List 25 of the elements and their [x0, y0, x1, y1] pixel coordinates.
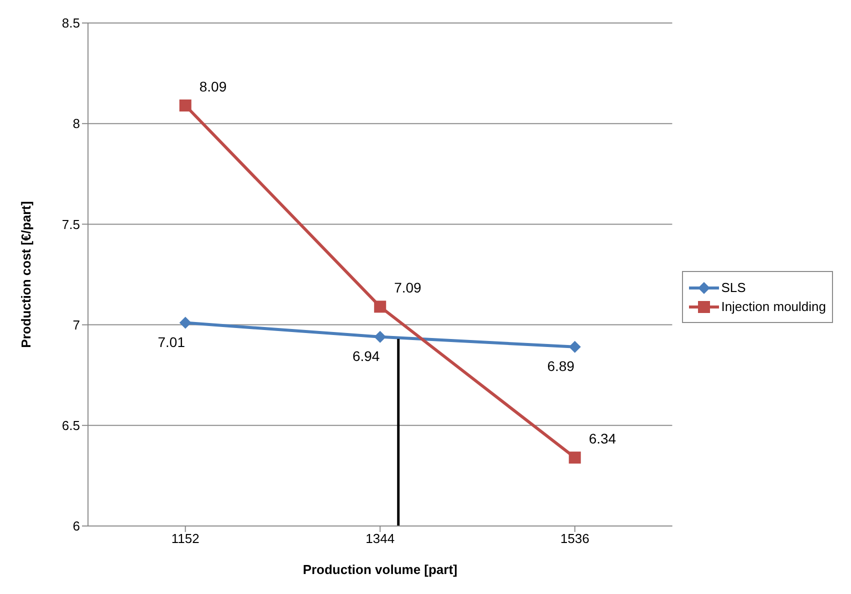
data-label: 6.94 — [352, 348, 380, 364]
data-label: 8.09 — [199, 78, 227, 94]
point — [179, 99, 192, 112]
point — [568, 340, 581, 353]
y-tick-label: 6 — [72, 518, 80, 534]
legend-label: SLS — [721, 280, 746, 295]
data-label: 6.89 — [547, 358, 575, 374]
point — [568, 452, 581, 464]
point — [374, 330, 386, 343]
legend-label: Injection moulding — [721, 299, 826, 314]
data-label: 6.34 — [588, 430, 616, 447]
x-axis-title: Production volume [part] — [302, 562, 458, 577]
x-tick-label: 1344 — [366, 531, 395, 546]
y-tick-label: 8 — [72, 116, 80, 132]
y-axis-title: Production cost [€/part] — [18, 201, 34, 348]
point — [179, 316, 192, 329]
x-tick-label: 1152 — [171, 531, 200, 546]
data-label: 7.09 — [394, 280, 422, 296]
y-tick-label: 8.5 — [62, 16, 80, 31]
x-tick-label: 1536 — [560, 531, 590, 546]
data-label: 7.01 — [158, 334, 186, 350]
y-tick-label: 7.5 — [62, 216, 80, 232]
y-tick-label: 6.5 — [62, 418, 80, 434]
point — [374, 300, 386, 313]
y-tick-label: 7 — [72, 317, 80, 332]
